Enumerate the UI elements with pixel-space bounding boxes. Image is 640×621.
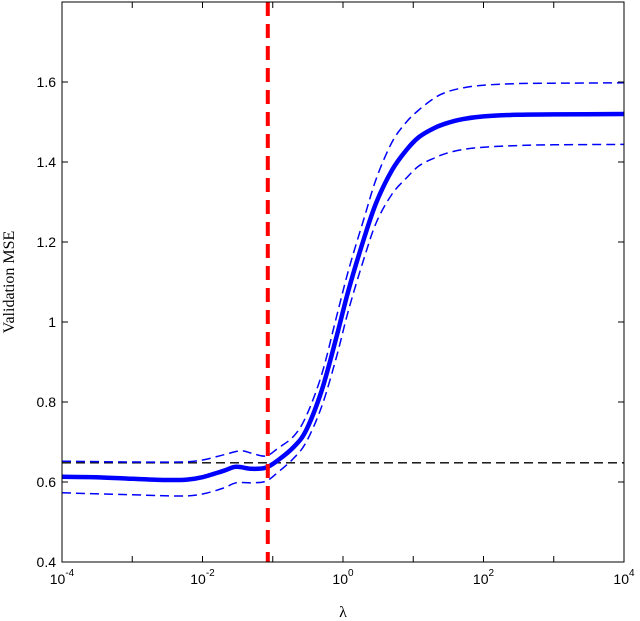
plot-area	[62, 2, 624, 562]
upper-bound-series-line	[62, 82, 624, 463]
x-tick-label: 102	[473, 568, 495, 587]
y-tick-label: 0.6	[37, 474, 57, 490]
y-tick-label: 0.4	[37, 554, 57, 570]
axis-ticks: 0.4 0.6 0.8 1 1.2 1.4 1.6 10-4 10-2 100 102 104	[37, 2, 635, 587]
x-tick-label: 100	[332, 568, 354, 587]
y-tick-label: 1.2	[37, 234, 57, 250]
y-tick-label: 1.4	[37, 154, 57, 170]
x-tick-label: 104	[613, 568, 635, 587]
x-tick-label: 10-2	[190, 568, 215, 587]
y-tick-label: 1	[48, 314, 56, 330]
x-tick-label: 10-4	[50, 568, 75, 587]
y-tick-label: 0.8	[37, 394, 57, 410]
y-tick-label: 1.6	[37, 74, 57, 90]
y-axis-label: Validation MSE	[1, 231, 18, 334]
x-axis-label: λ	[339, 604, 347, 621]
mean-series-line	[62, 111, 624, 483]
lower-bound-series-line	[62, 143, 624, 497]
